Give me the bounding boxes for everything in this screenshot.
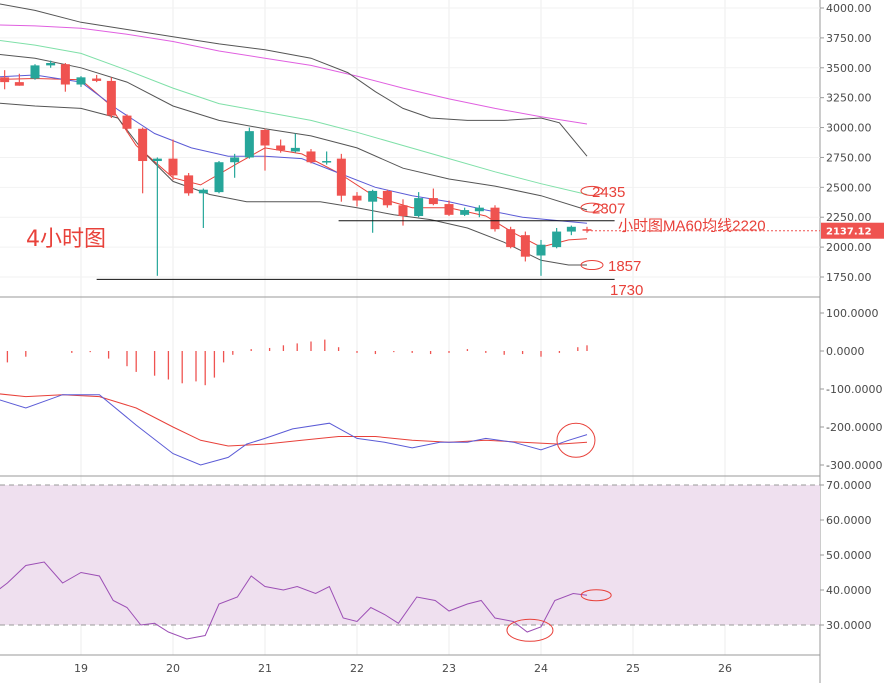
label-ma60: 小时图MA60均线2220	[618, 217, 766, 234]
candle-body	[60, 64, 70, 85]
price-tick-label: 3000.00	[826, 122, 872, 135]
candle-body	[552, 231, 562, 248]
price-tick-label: 2000.00	[826, 241, 872, 254]
candle-body	[0, 77, 10, 83]
rsi-tick-label: 70.0000	[826, 479, 872, 492]
candle-body	[106, 80, 116, 116]
price-tick-label: 1750.00	[826, 271, 872, 284]
rsi-high-marker-ellipse	[580, 589, 612, 602]
candle-body	[152, 158, 162, 162]
candles	[0, 60, 592, 276]
candle-body	[76, 77, 86, 85]
marker-2307-ellipse	[580, 202, 604, 213]
macd-tick-label: 0.0000	[826, 345, 865, 358]
candle-body	[352, 195, 362, 201]
price-tick-label: 2250.00	[826, 211, 872, 224]
candle-body	[306, 151, 316, 163]
candle-body	[398, 205, 408, 217]
macd-dea-line	[0, 393, 588, 447]
candle-body	[198, 189, 208, 194]
candle-body	[490, 207, 500, 230]
candle-body	[184, 175, 194, 194]
price-tick-label: 2750.00	[826, 151, 872, 164]
candle-body	[444, 204, 454, 215]
ma-slow-line	[0, 40, 588, 195]
price-tick-label: 3500.00	[826, 62, 872, 75]
candle-body	[46, 62, 56, 66]
current-price-box	[821, 222, 884, 239]
candle-body	[214, 162, 224, 193]
candle-body	[260, 129, 270, 146]
candle-body	[322, 161, 332, 163]
candle-body	[244, 131, 254, 158]
band-middle-grey-line	[0, 54, 588, 211]
candle-body	[536, 244, 546, 256]
candle-body	[582, 229, 592, 231]
candle-body	[30, 65, 40, 79]
candle-body	[14, 82, 24, 86]
date-tick-label: 21	[258, 662, 272, 675]
macd-tick-label: -100.0000	[826, 383, 882, 396]
price-tick-label: 4000.00	[826, 2, 872, 15]
chart-grid	[0, 0, 821, 683]
candle-body	[122, 115, 132, 129]
label-2307: 2307	[592, 201, 625, 218]
candle-body	[230, 157, 240, 163]
candle-body	[474, 207, 484, 212]
macd-tick-label: -200.0000	[826, 421, 882, 434]
price-tick-label: 3250.00	[826, 92, 872, 105]
candle-body	[506, 229, 516, 248]
date-tick-label: 25	[626, 662, 640, 675]
ma-long-line	[0, 24, 588, 125]
rsi-tick-label: 50.0000	[826, 549, 872, 562]
candle-body	[520, 235, 530, 257]
label-2435: 2435	[592, 184, 625, 201]
candle-body	[276, 145, 286, 151]
candle-body	[414, 198, 424, 217]
label-1730: 1730	[610, 282, 643, 299]
date-tick-label: 22	[350, 662, 364, 675]
rsi-line	[0, 561, 588, 640]
current-price-label: 2137.12	[826, 227, 872, 238]
timeframe-label: 4小时图	[26, 227, 106, 252]
macd-cross-marker-ellipse	[556, 422, 596, 458]
candle-body	[290, 147, 300, 152]
rsi-low-marker-ellipse	[506, 618, 554, 642]
band-upper-line	[0, 3, 588, 157]
price-tick-label: 3750.00	[826, 32, 872, 45]
candle-body	[336, 158, 346, 196]
rsi-panel	[0, 561, 588, 640]
candle-body	[566, 226, 576, 232]
horizontal-lines	[96, 220, 615, 280]
rsi-tick-label: 60.0000	[826, 514, 872, 527]
macd-panel	[0, 339, 588, 466]
label-1857: 1857	[608, 258, 641, 275]
candle-body	[428, 198, 438, 205]
rsi-tick-label: 40.0000	[826, 584, 872, 597]
price-axis: 19 20 21 22 23 24 25 26 4000.00 3750.00 3500.00 325…	[74, 2, 884, 675]
price-tick-label: 2500.00	[826, 181, 872, 194]
macd-tick-label: 100.0000	[826, 307, 879, 320]
candle-body	[168, 158, 178, 176]
marker-2435-ellipse	[580, 185, 604, 196]
macd-tick-label: -300.0000	[826, 459, 882, 472]
macd-dif-line	[0, 394, 588, 466]
date-tick-label: 24	[534, 662, 548, 675]
rsi-tick-label: 30.0000	[826, 619, 872, 632]
candle-body	[460, 210, 470, 215]
rsi-band	[0, 484, 820, 626]
date-tick-label: 23	[442, 662, 456, 675]
candle-body	[138, 128, 148, 162]
date-tick-label: 20	[166, 662, 180, 675]
date-tick-label: 26	[718, 662, 732, 675]
marker-1857-ellipse	[580, 260, 604, 271]
candle-body	[368, 190, 378, 202]
date-tick-label: 19	[74, 662, 88, 675]
candle-body	[382, 190, 392, 206]
rsi-band-rect	[0, 485, 820, 625]
candle-body	[92, 78, 102, 81]
